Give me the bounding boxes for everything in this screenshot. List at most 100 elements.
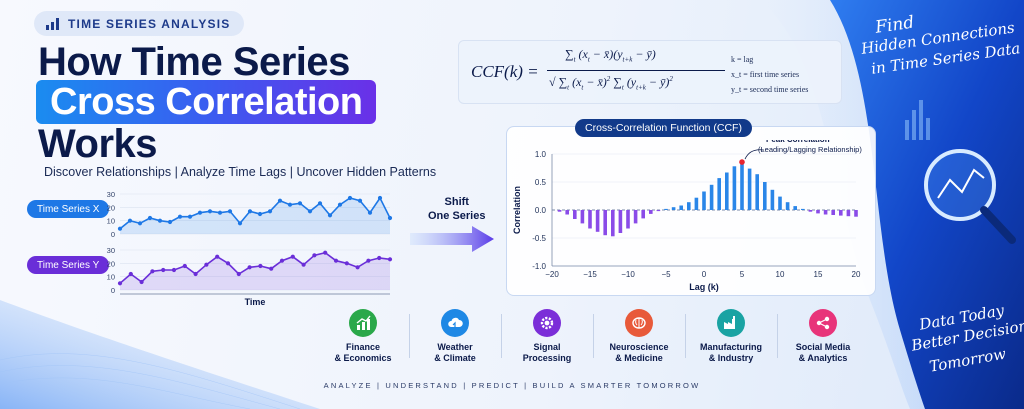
formula-lhs: CCF(k) = [471, 62, 539, 81]
series-x-point [337, 202, 343, 207]
industry-item: Finance & Economics [318, 309, 408, 364]
ccf-bar [595, 210, 600, 232]
ccf-bar [732, 166, 737, 210]
ccf-bar [626, 210, 630, 229]
ccf-peak-sublabel: (Leading/Lagging Relationship) [758, 145, 862, 154]
series-x-label: Time Series X [27, 200, 110, 218]
series-y-point [366, 258, 371, 263]
industry-label: Social Media & Analytics [778, 342, 868, 364]
share-icon [816, 316, 830, 330]
series-y-point [161, 267, 166, 273]
ccf-bar [588, 210, 592, 229]
ccf-bar [709, 184, 714, 210]
brain-icon [632, 317, 646, 329]
series-x-point [267, 209, 273, 214]
ccf-bar [633, 210, 638, 224]
series-x-area [120, 198, 390, 234]
series-x-tick-label: 0 [111, 230, 115, 239]
series-x-point [147, 215, 153, 221]
series-y-tick-label: 20 [107, 259, 115, 268]
industry-label-line-2: & Analytics [798, 353, 848, 363]
series-x-point [347, 195, 353, 201]
title-line-1: How Time Series [38, 40, 350, 84]
industry-label-line-1: Finance [345, 342, 380, 352]
ccf-y-tick-label: 0.5 [535, 178, 547, 187]
ccf-x-tick-label: 20 [852, 270, 861, 279]
ccf-bar [565, 210, 569, 215]
industry-label-line-1: Social Media [795, 342, 851, 352]
ccf-x-tick-label: −10 [621, 270, 635, 279]
industry-item: Weather & Climate [410, 309, 500, 364]
ccf-bar [580, 210, 585, 224]
series-y-point [215, 254, 220, 259]
industry-separator [777, 314, 778, 358]
series-x-point [257, 211, 263, 217]
ccf-bar [702, 191, 706, 210]
series-y-point [182, 263, 187, 269]
industry-label-line-1: Neuroscience [609, 342, 669, 352]
series-y-point [139, 279, 144, 285]
ccf-bar [816, 210, 820, 214]
series-x-point [387, 215, 393, 221]
industry-label-line-2: Processing [522, 353, 572, 363]
series-y-point [344, 261, 349, 266]
ccf-bar [839, 210, 843, 216]
ccf-y-tick-label: 0.0 [535, 206, 547, 215]
ccf-bar [846, 210, 851, 217]
ccf-bar [687, 202, 691, 210]
industry-icon-badge [441, 309, 469, 337]
ccf-x-tick-label: −15 [583, 270, 597, 279]
ccf-x-tick-label: −20 [545, 270, 559, 279]
formula-numerator: ∑t (xt − x̄)(yt+k − ȳ) [565, 47, 656, 64]
series-y-point [204, 262, 209, 267]
shift-label: Shift One Series [428, 195, 485, 223]
series-y-point [301, 262, 306, 267]
series-y-point [355, 265, 360, 270]
legend-lag: k = lag [731, 55, 754, 64]
series-y-point [377, 255, 382, 261]
ccf-bar [854, 210, 858, 217]
industry-label: Manufacturing & Industry [686, 342, 776, 364]
series-y-point [269, 266, 274, 271]
series-x-point [157, 218, 163, 223]
formula-card: CCF(k) = ∑t (xt − x̄)(yt+k − ȳ) √ ∑t (xt… [458, 40, 842, 104]
industry-label-line-1: Weather [437, 342, 473, 352]
shift-arrow-icon [410, 226, 494, 252]
series-y-point [290, 254, 295, 259]
legend-x: x_t = first time series [731, 70, 800, 79]
ccf-bar [573, 210, 577, 219]
series-y-tick-label: 30 [107, 246, 115, 255]
series-y-point [323, 250, 328, 255]
industry-separator [685, 314, 686, 358]
ccf-bar [793, 206, 797, 210]
ccf-peak-marker [739, 159, 745, 165]
series-x-point [207, 209, 213, 214]
series-y-area [120, 252, 390, 290]
ccf-x-axis-label: Lag (k) [689, 282, 719, 292]
series-y-tick-label: 0 [111, 286, 115, 295]
industry-label: Finance & Economics [318, 342, 408, 364]
series-y-point [312, 253, 317, 258]
series-x-point [187, 214, 193, 219]
series-y-point [225, 261, 231, 266]
ccf-y-tick-label: -1.0 [532, 262, 546, 271]
industry-label-line-2: & Climate [434, 353, 476, 363]
industry-label: Signal Processing [502, 342, 592, 364]
ccf-bar [770, 189, 775, 210]
ccf-bar [603, 210, 607, 236]
ccf-bar [831, 210, 835, 215]
factory-icon [724, 316, 735, 329]
series-x-point [127, 218, 133, 223]
ccf-bar [747, 168, 752, 210]
ccf-bar [649, 210, 653, 214]
series-x-line [119, 196, 391, 230]
industry-icon-badge [349, 309, 377, 337]
series-x-point [217, 210, 223, 215]
ccf-peak-arrow [744, 149, 765, 160]
ccf-chart: 1.0 0.5 0.0 -0.5 -1.0−20 −15 −10 −5 0 5 10 15 20 Peak… [512, 140, 862, 292]
ccf-bar [671, 207, 676, 210]
magnifier-icon [924, 149, 1016, 244]
series-x-point [197, 210, 203, 215]
gear-icon [540, 316, 554, 330]
